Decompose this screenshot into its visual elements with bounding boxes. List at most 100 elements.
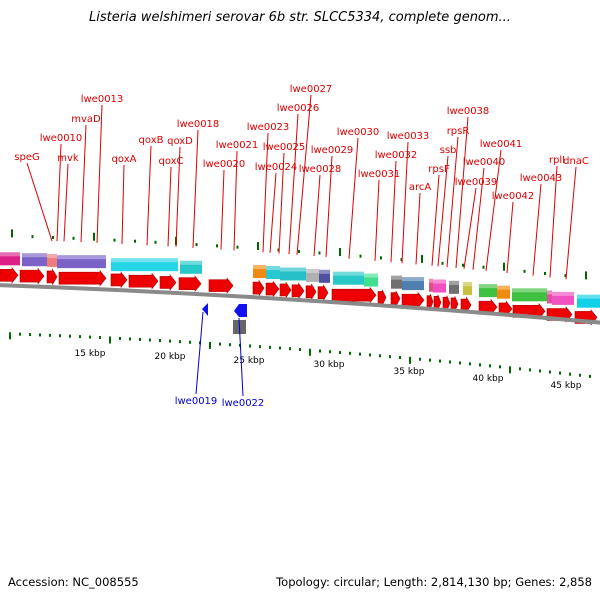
scale-label: 25 kbp	[234, 356, 265, 366]
minor-tick	[380, 256, 382, 260]
feature-block	[479, 284, 497, 298]
minor-tick	[369, 353, 371, 357]
gene-label[interactable]: rpsF	[428, 164, 450, 175]
minor-tick	[269, 345, 271, 349]
minor-tick	[329, 350, 331, 354]
minor-tick	[139, 337, 141, 341]
minor-tick	[289, 347, 291, 351]
minor-tick	[29, 333, 31, 337]
minor-tick	[249, 344, 251, 348]
feature-block	[22, 253, 47, 267]
gene-label[interactable]: lwe0018	[177, 119, 220, 130]
gene-label[interactable]: rplI	[549, 155, 565, 166]
gene-label[interactable]: lwe0038	[447, 106, 490, 117]
label-leader-line	[313, 174, 321, 257]
gene-label[interactable]: lwe0030	[337, 127, 380, 138]
gene-label[interactable]: lwe0029	[311, 145, 354, 156]
gene-label[interactable]: speG	[14, 152, 39, 163]
gene-label[interactable]: mvaD	[71, 114, 101, 125]
gene-label[interactable]: lwe0026	[277, 103, 320, 114]
feature-block	[266, 266, 280, 280]
minor-tick	[318, 251, 321, 255]
label-leader-line	[348, 137, 359, 259]
minor-tick	[59, 334, 61, 338]
gene-label[interactable]: lwe0022	[222, 398, 265, 409]
minor-tick	[31, 235, 34, 239]
gene-label[interactable]: lwe0010	[40, 133, 83, 144]
gene-label[interactable]: qoxD	[167, 136, 193, 147]
minor-tick	[99, 335, 101, 339]
gene-label[interactable]: qoxC	[158, 156, 183, 167]
minor-tick	[236, 245, 239, 249]
gene-label[interactable]: lwe0023	[247, 122, 290, 133]
forward-cds-arrow	[265, 280, 280, 298]
major-tick	[9, 332, 11, 340]
forward-cds-arrow	[58, 269, 107, 287]
scale-label: 45 kbp	[551, 381, 582, 391]
gene-label[interactable]: rpsR	[447, 126, 470, 137]
scale-label: 35 kbp	[394, 367, 425, 377]
gene-label[interactable]: lwe0021	[216, 140, 259, 151]
minor-tick	[399, 355, 401, 359]
feature-block	[0, 252, 20, 266]
minor-tick	[523, 269, 526, 273]
label-leader-line	[549, 165, 558, 278]
forward-cds-arrow	[159, 274, 177, 291]
minor-tick	[298, 249, 300, 253]
minor-tick	[229, 343, 231, 347]
label-leader-line	[167, 166, 172, 247]
feature-block	[364, 273, 378, 287]
label-leader-line	[415, 192, 421, 265]
reverse-cds-track	[202, 303, 247, 334]
feature-block	[429, 278, 433, 292]
reverse-cds-arrow	[202, 303, 208, 316]
gene-label[interactable]: qoxB	[139, 135, 164, 146]
minor-tick	[469, 362, 471, 366]
minor-tick	[389, 355, 391, 359]
gene-label[interactable]: lwe0019	[175, 396, 218, 407]
gene-label[interactable]: lwe0028	[299, 164, 342, 175]
forward-cds-arrow	[317, 284, 329, 302]
scale-labels: 15 kbp 20 kbp 25 kbp 30 kbp 35 kbp 40 kbp 45 k…	[75, 349, 582, 391]
gene-label[interactable]: lwe0020	[203, 159, 246, 170]
major-tick	[339, 248, 341, 257]
gene-label[interactable]: lwe0031	[358, 169, 401, 180]
major-tick	[503, 262, 505, 271]
feature-block	[253, 265, 266, 279]
label-leader-line	[288, 113, 299, 255]
label-leader-line	[80, 124, 87, 243]
minor-tick	[429, 358, 431, 362]
gene-label[interactable]: lwe0042	[492, 191, 535, 202]
gene-label[interactable]: lwe0043	[520, 173, 563, 184]
minor-tick	[569, 372, 571, 376]
gene-label[interactable]: lwe0024	[255, 162, 298, 173]
gene-label[interactable]: ssb	[440, 145, 457, 156]
gene-label[interactable]: lwe0013	[81, 94, 124, 105]
gene-label[interactable]: lwe0032	[375, 150, 418, 161]
gene-label[interactable]: lwe0025	[263, 142, 306, 153]
label-leader-lines	[26, 94, 577, 397]
minor-tick	[359, 352, 361, 356]
label-leader-line	[472, 167, 485, 270]
gene-label[interactable]: arcA	[409, 182, 432, 193]
gene-label[interactable]: mvk	[57, 153, 79, 164]
major-tick	[257, 242, 259, 251]
minor-tick	[259, 345, 261, 349]
feature-block	[449, 280, 459, 294]
label-leader-line	[192, 129, 199, 248]
minor-tick	[119, 336, 121, 340]
gene-label[interactable]: lwe0040	[463, 157, 506, 168]
gene-label[interactable]: qoxA	[112, 154, 137, 165]
gene-label[interactable]: lwe0033	[387, 131, 430, 142]
feature-block	[512, 288, 547, 302]
gene-label[interactable]: lwe0039	[455, 177, 498, 188]
gene-label[interactable]: dnaC	[563, 156, 589, 167]
minor-tick	[149, 338, 151, 342]
gene-label[interactable]: lwe0041	[480, 139, 523, 150]
gene-label[interactable]: lwe0027	[290, 84, 333, 95]
forward-cds-arrow	[377, 289, 387, 306]
label-leader-line	[325, 155, 333, 257]
minor-tick	[419, 357, 421, 361]
feature-block	[497, 285, 510, 299]
